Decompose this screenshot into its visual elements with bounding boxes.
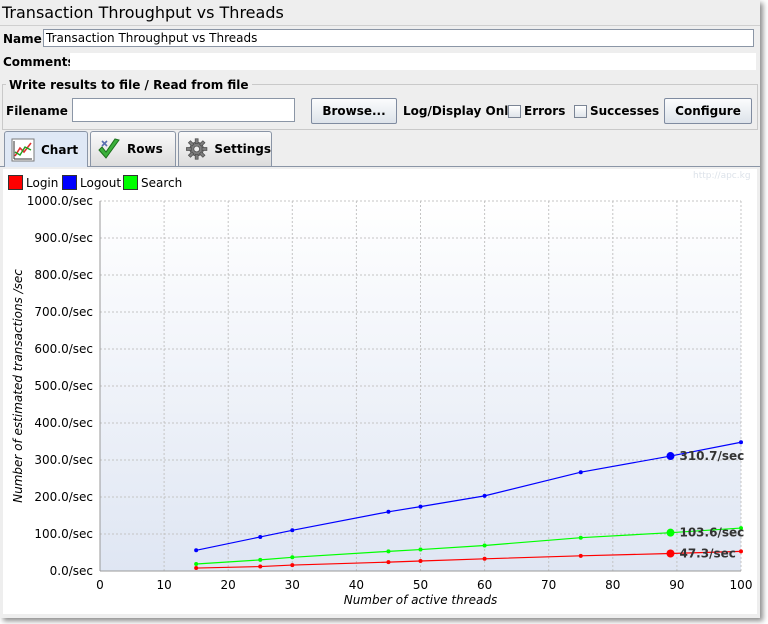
- comments-label: Comments:: [3, 55, 80, 69]
- y-tick-label: 0.0/sec: [50, 564, 93, 578]
- y-tick-label: 300.0/sec: [34, 453, 93, 467]
- data-point-logout: [290, 528, 295, 533]
- successes-checkbox[interactable]: [574, 105, 587, 118]
- data-point-logout: [386, 509, 391, 514]
- y-tick-label: 400.0/sec: [34, 416, 93, 430]
- value-label-search: 103.6/sec: [679, 526, 744, 540]
- filename-label: Filename: [6, 104, 68, 118]
- data-point-logout: [194, 548, 199, 553]
- data-point-search: [418, 547, 423, 552]
- tab-settings[interactable]: Settings: [178, 131, 272, 166]
- data-point-login: [739, 549, 743, 554]
- data-point-search: [290, 555, 295, 560]
- x-tick-label: 80: [605, 578, 620, 592]
- file-section-title: Write results to file / Read from file: [6, 78, 252, 92]
- errors-checkbox[interactable]: [508, 105, 521, 118]
- legend-label-search: Search: [141, 176, 183, 190]
- x-tick-label: 50: [413, 578, 428, 592]
- y-axis-label: Number of estimated transactions /sec: [11, 269, 25, 503]
- data-point-logout: [578, 470, 583, 475]
- data-point-login: [482, 556, 487, 561]
- x-tick-label: 60: [477, 578, 492, 592]
- legend-swatch-search: [123, 175, 138, 190]
- x-tick-label: 0: [96, 578, 104, 592]
- page-title: Transaction Throughput vs Threads: [2, 3, 284, 22]
- data-point-login: [290, 563, 295, 568]
- y-tick-label: 200.0/sec: [34, 490, 93, 504]
- x-tick-label: 40: [349, 578, 364, 592]
- highlight-point-logout: [666, 452, 675, 461]
- y-tick-label: 1000.0/sec: [27, 194, 93, 208]
- gear-icon: [186, 138, 208, 160]
- tab-rows-label: Rows: [127, 142, 163, 156]
- data-point-logout: [418, 504, 423, 509]
- data-point-login: [418, 559, 423, 564]
- file-section: [2, 84, 758, 130]
- data-point-search: [578, 535, 583, 540]
- data-point-login: [578, 553, 583, 558]
- x-tick-label: 30: [285, 578, 300, 592]
- data-point-search: [194, 561, 199, 566]
- tab-settings-label: Settings: [214, 142, 271, 156]
- tabs-divider: [0, 166, 760, 167]
- y-tick-label: 700.0/sec: [34, 305, 93, 319]
- tab-rows[interactable]: Rows: [90, 131, 176, 166]
- data-point-search: [482, 543, 487, 548]
- y-tick-label: 100.0/sec: [34, 527, 93, 541]
- chart-icon: [11, 138, 35, 161]
- comments-field[interactable]: [70, 53, 756, 70]
- x-tick-label: 90: [669, 578, 684, 592]
- errors-label: Errors: [524, 104, 566, 118]
- browse-button[interactable]: Browse...: [311, 98, 397, 124]
- y-tick-label: 500.0/sec: [34, 379, 93, 393]
- value-label-logout: 310.7/sec: [679, 449, 744, 463]
- data-point-logout: [739, 440, 743, 445]
- y-tick-label: 800.0/sec: [34, 268, 93, 282]
- data-point-login: [194, 566, 199, 571]
- y-tick-label: 900.0/sec: [34, 231, 93, 245]
- data-point-search: [739, 526, 743, 531]
- legend-swatch-login: [8, 175, 23, 190]
- data-point-login: [386, 560, 391, 565]
- x-tick-label: 20: [221, 578, 236, 592]
- legend-label-login: Login: [26, 176, 59, 190]
- data-point-logout: [258, 534, 263, 539]
- x-tick-label: 70: [541, 578, 556, 592]
- data-point-logout: [482, 493, 487, 498]
- tab-chart-label: Chart: [41, 142, 79, 157]
- value-label-login: 47.3/sec: [679, 546, 735, 560]
- tab-chart[interactable]: Chart: [4, 131, 88, 167]
- name-label: Name:: [3, 32, 47, 46]
- checkmark-icon: [98, 138, 120, 159]
- x-tick-label: 10: [156, 578, 171, 592]
- configure-button[interactable]: Configure: [664, 98, 752, 124]
- highlight-point-search: [666, 528, 675, 537]
- name-field[interactable]: Transaction Throughput vs Threads: [43, 29, 754, 47]
- legend-swatch-logout: [62, 175, 77, 190]
- successes-label: Successes: [590, 104, 660, 118]
- data-point-search: [386, 549, 391, 554]
- y-tick-label: 600.0/sec: [34, 342, 93, 356]
- filename-input[interactable]: [72, 98, 295, 122]
- data-point-login: [258, 564, 263, 569]
- watermark: http://apc.kg: [693, 171, 751, 181]
- title-divider: [0, 25, 760, 26]
- x-tick-label: 100: [730, 578, 753, 592]
- data-point-search: [258, 557, 263, 562]
- x-axis-label: Number of active threads: [344, 593, 498, 607]
- log-display-label: Log/Display Only:: [403, 104, 521, 118]
- legend-label-logout: Logout: [80, 176, 122, 190]
- highlight-point-login: [666, 549, 675, 558]
